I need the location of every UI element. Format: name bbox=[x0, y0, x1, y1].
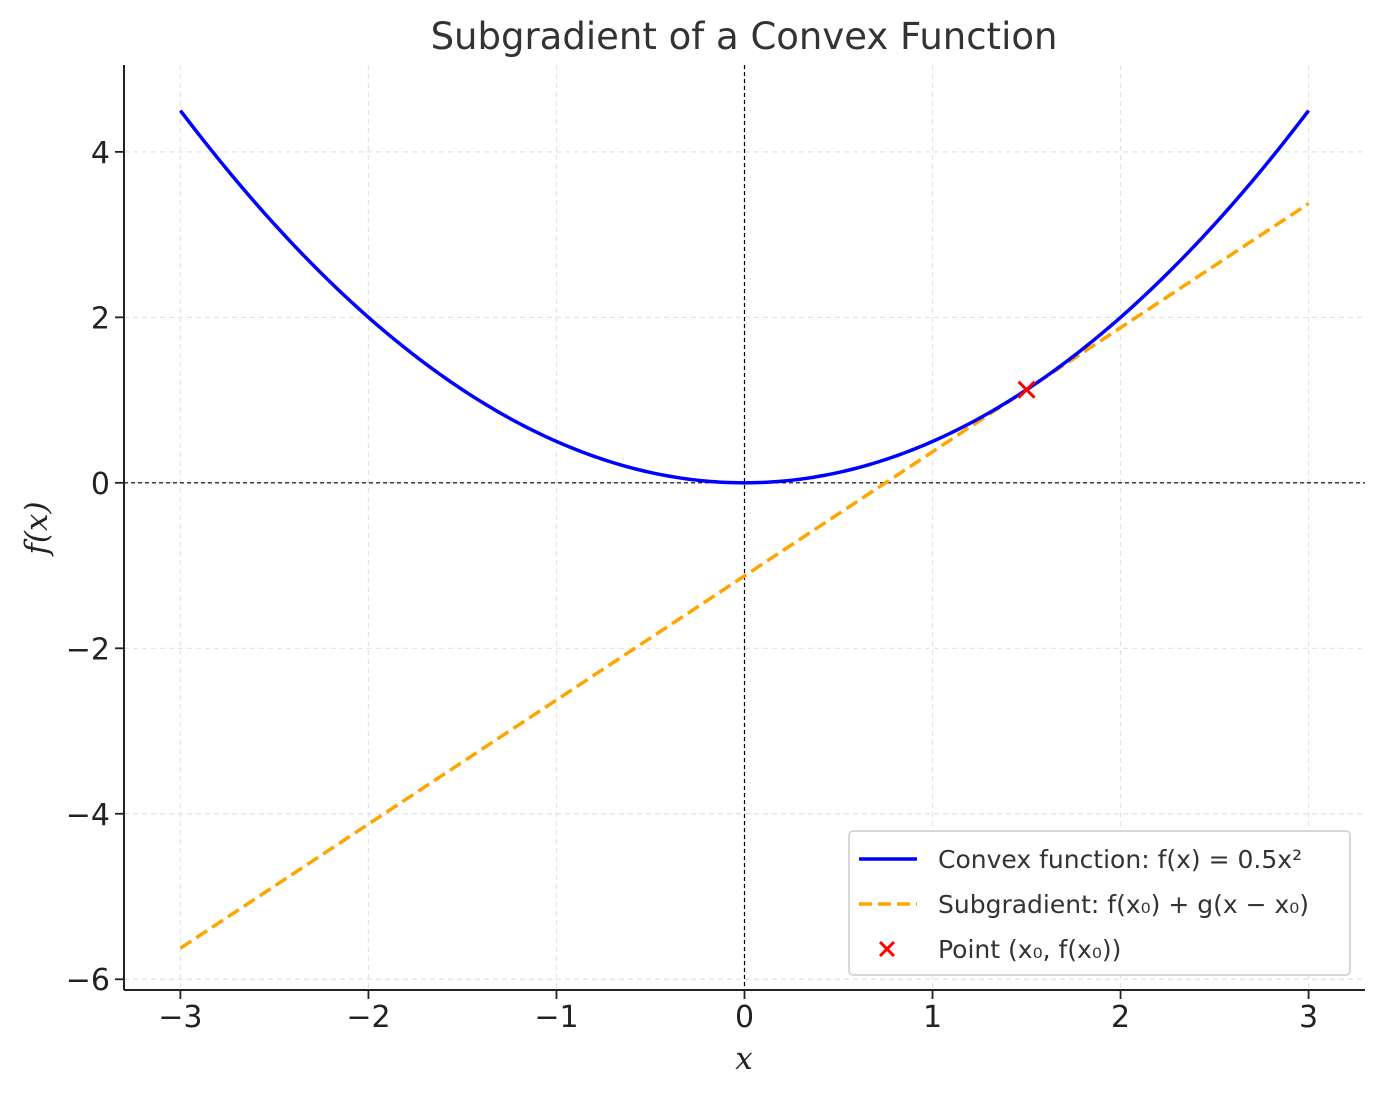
legend-entry-subgradient: Subgradient: f(x₀) + g(x − x₀) bbox=[938, 890, 1309, 919]
subgradient-line bbox=[179, 202, 1310, 950]
x-tick-label: −1 bbox=[534, 1000, 578, 1035]
legend-entry-point: Point (x₀, f(x₀)) bbox=[938, 935, 1121, 964]
y-tick-label: −2 bbox=[66, 632, 110, 667]
x-tick-label: −3 bbox=[158, 1000, 202, 1035]
legend-swatch-point bbox=[878, 940, 896, 958]
y-axis-label: f(x) bbox=[19, 501, 55, 556]
y-tick-label: −4 bbox=[66, 798, 110, 833]
legend-entry-convex: Convex function: f(x) = 0.5x² bbox=[938, 845, 1302, 874]
point-marker bbox=[1017, 380, 1036, 399]
x-axis-label: x bbox=[735, 1041, 753, 1077]
y-tick-label: 2 bbox=[91, 301, 110, 336]
chart-title: Subgradient of a Convex Function bbox=[431, 15, 1058, 58]
x-tick-label: 1 bbox=[923, 1000, 942, 1035]
x-tick-label: 2 bbox=[1111, 1000, 1130, 1035]
x-tick-label: 3 bbox=[1299, 1000, 1318, 1035]
point-marker-stroke bbox=[1017, 380, 1036, 399]
reference-lines bbox=[124, 65, 1365, 990]
x-tick-label: −2 bbox=[346, 1000, 390, 1035]
convex-function-curve bbox=[179, 109, 1310, 485]
y-tick-label: 4 bbox=[91, 136, 110, 171]
ticks: −3 −2 −1 0 1 2 3 −6 −4 −2 0 2 4 bbox=[66, 136, 1318, 1035]
legend-frame bbox=[848, 830, 1351, 976]
y-tick-label: 0 bbox=[91, 467, 110, 502]
legend: Convex function: f(x) = 0.5x² Subgradien… bbox=[848, 830, 1351, 976]
x-tick-label: 0 bbox=[735, 1000, 754, 1035]
plot-area bbox=[179, 109, 1310, 950]
y-tick-label: −6 bbox=[66, 963, 110, 998]
